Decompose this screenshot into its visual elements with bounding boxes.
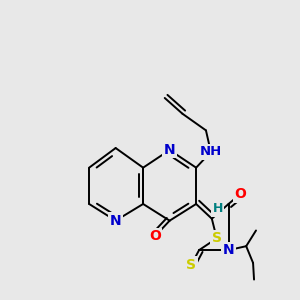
Text: N: N	[110, 214, 122, 228]
Text: N: N	[223, 243, 234, 257]
Text: H: H	[212, 202, 223, 215]
Text: N: N	[164, 143, 176, 157]
Text: O: O	[149, 230, 161, 243]
Text: NH: NH	[200, 146, 222, 158]
Text: S: S	[212, 231, 222, 245]
Text: S: S	[186, 258, 196, 272]
Text: O: O	[234, 187, 246, 201]
